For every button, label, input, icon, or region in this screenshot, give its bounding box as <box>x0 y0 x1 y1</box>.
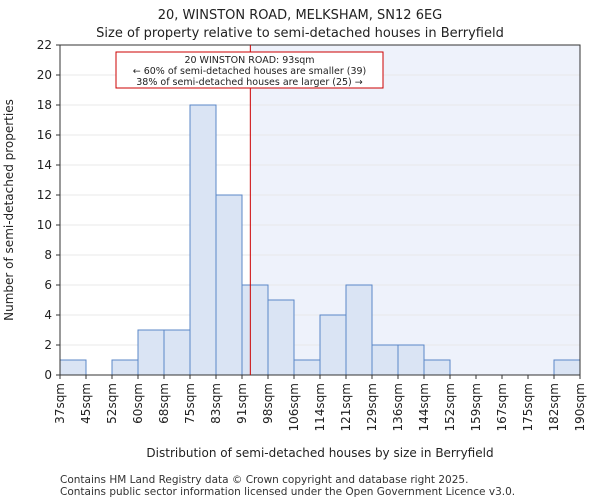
bar-129sqm <box>371 344 399 376</box>
y-tick-label: 22 <box>37 38 52 52</box>
x-tick-label: 106sqm <box>287 383 301 431</box>
bar-75sqm <box>189 104 217 376</box>
x-tick-label: 91sqm <box>235 383 249 424</box>
footer-line-1: Contains HM Land Registry data © Crown c… <box>60 474 469 486</box>
x-tick-label: 52sqm <box>105 383 119 424</box>
y-tick-label: 20 <box>37 68 52 82</box>
x-tick-label: 136sqm <box>391 383 405 431</box>
y-tick-label: 12 <box>37 188 52 202</box>
footer-line-2: Contains public sector information licen… <box>60 486 516 498</box>
x-tick-label: 182sqm <box>547 383 561 431</box>
x-tick-label: 114sqm <box>313 383 327 431</box>
bar-52sqm <box>111 359 139 376</box>
y-tick-label: 10 <box>37 218 52 232</box>
y-tick-label: 0 <box>44 368 52 382</box>
x-tick-label: 98sqm <box>261 383 275 424</box>
y-tick-label: 8 <box>44 248 52 262</box>
x-tick-label: 60sqm <box>131 383 145 424</box>
y-tick-label: 14 <box>37 158 52 172</box>
x-tick-label: 167sqm <box>495 383 509 431</box>
x-tick-label: 159sqm <box>469 383 483 431</box>
bar-182sqm <box>553 359 581 376</box>
bar-91sqm <box>241 284 269 376</box>
x-tick-label: 68sqm <box>157 383 171 424</box>
x-tick-label: 37sqm <box>53 383 67 424</box>
x-tick-label: 45sqm <box>79 383 93 424</box>
annotation-line-2: ← 60% of semi-detached houses are smalle… <box>133 66 367 77</box>
bar-106sqm <box>293 359 321 376</box>
x-tick-label: 175sqm <box>521 383 535 431</box>
chart-subtitle: Size of property relative to semi-detach… <box>96 26 504 41</box>
bar-136sqm <box>397 344 425 376</box>
x-tick-label: 75sqm <box>183 383 197 424</box>
x-tick-label: 129sqm <box>365 383 379 431</box>
x-tick-label: 190sqm <box>573 383 587 431</box>
chart-title: 20, WINSTON ROAD, MELKSHAM, SN12 6EG <box>157 8 443 23</box>
y-axis-label: Number of semi-detached properties <box>2 99 16 321</box>
bar-60sqm <box>137 329 165 376</box>
x-tick-label: 152sqm <box>443 383 457 431</box>
bar-144sqm <box>423 359 451 376</box>
annotation-line-1: 20 WINSTON ROAD: 93sqm <box>184 55 314 66</box>
bar-68sqm <box>163 329 191 376</box>
y-tick-label: 18 <box>37 98 52 112</box>
bar-37sqm <box>59 359 87 376</box>
y-tick-label: 6 <box>44 278 52 292</box>
bar-114sqm <box>319 314 347 376</box>
x-tick-label: 83sqm <box>209 383 223 424</box>
larger-region-background <box>250 45 581 375</box>
annotation-box <box>115 51 384 89</box>
x-axis-label: Distribution of semi-detached houses by … <box>146 446 493 460</box>
y-tick-label: 4 <box>44 308 52 322</box>
x-tick-label: 121sqm <box>339 383 353 431</box>
annotation-line-3: 38% of semi-detached houses are larger (… <box>136 77 363 88</box>
bar-121sqm <box>345 284 373 376</box>
y-tick-label: 2 <box>44 338 52 352</box>
bar-83sqm <box>215 194 243 376</box>
y-tick-label: 16 <box>37 128 52 142</box>
bar-98sqm <box>267 299 295 376</box>
x-tick-label: 144sqm <box>417 383 431 431</box>
